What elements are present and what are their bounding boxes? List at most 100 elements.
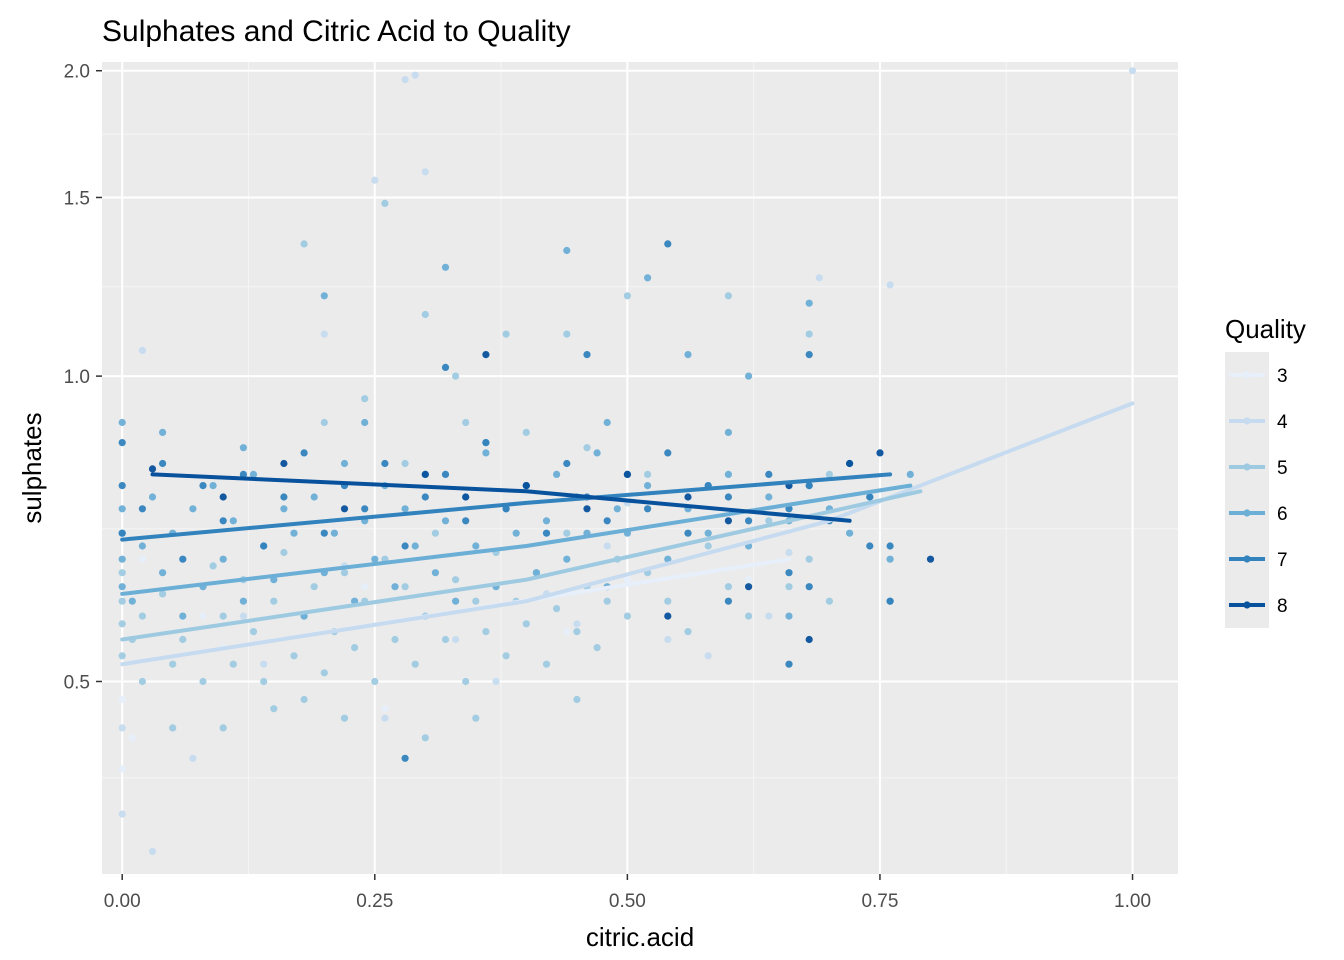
data-point (219, 724, 227, 732)
legend-title: Quality (1225, 314, 1306, 344)
data-point (886, 555, 894, 563)
data-point (603, 542, 611, 550)
data-point (138, 346, 146, 354)
data-point (704, 529, 712, 537)
y-tick-label: 1.5 (64, 188, 90, 209)
data-point (724, 292, 733, 300)
data-point (118, 620, 126, 628)
data-point (239, 612, 247, 620)
trend-line (120, 489, 923, 642)
data-point (138, 542, 146, 550)
x-tick-label: 0.75 (861, 891, 898, 912)
data-point (623, 612, 632, 620)
data-point (118, 555, 126, 563)
legend-key-point (1243, 371, 1251, 379)
data-point (159, 590, 167, 598)
data-point (462, 493, 470, 501)
legend-key-point (1243, 509, 1251, 517)
data-point (411, 71, 419, 79)
x-tick-label: 0.00 (104, 891, 141, 912)
data-point (785, 569, 793, 577)
data-point (441, 635, 450, 644)
data-point (704, 652, 712, 660)
data-point (401, 76, 409, 84)
data-point (593, 449, 601, 457)
data-point (148, 493, 157, 501)
data-point (239, 597, 247, 605)
data-point (765, 517, 773, 525)
data-point (583, 505, 591, 513)
legend-item: 3 (1225, 352, 1288, 398)
data-point (1128, 67, 1137, 75)
data-point (553, 605, 561, 613)
data-point (805, 635, 813, 644)
data-point (785, 505, 793, 513)
data-point (664, 555, 672, 563)
data-point (290, 652, 298, 660)
legend-label: 7 (1277, 550, 1288, 571)
data-point (209, 482, 217, 490)
data-point (381, 705, 389, 713)
x-tick-label: 1.00 (1114, 891, 1151, 912)
data-point (441, 263, 450, 271)
data-point (542, 529, 551, 537)
legend-item: 5 (1225, 444, 1288, 490)
data-point (441, 517, 450, 525)
data-point (553, 470, 561, 478)
data-point (472, 542, 480, 550)
data-point (876, 449, 884, 457)
data-point (118, 724, 126, 732)
data-point (300, 240, 308, 248)
data-point (593, 644, 601, 652)
data-point (179, 555, 187, 563)
y-tick-label: 0.5 (64, 672, 90, 693)
data-point (684, 628, 692, 636)
data-point (563, 459, 571, 468)
data-point (169, 660, 177, 668)
legend-label: 3 (1277, 366, 1288, 387)
data-point (421, 470, 429, 478)
data-point (745, 583, 753, 591)
data-point (532, 569, 541, 577)
data-point (421, 310, 429, 319)
data-point (340, 505, 349, 513)
data-point (401, 542, 409, 550)
data-point (573, 620, 581, 628)
data-point (886, 542, 894, 550)
data-point (260, 677, 268, 686)
data-point (118, 439, 126, 447)
data-point (249, 628, 258, 636)
data-point (361, 583, 369, 591)
data-point (785, 612, 793, 620)
data-point (320, 669, 328, 677)
data-point (138, 555, 146, 563)
data-point (866, 493, 874, 501)
trend-lines (120, 401, 1135, 667)
data-point (512, 529, 520, 537)
data-point (563, 246, 571, 255)
data-point (280, 459, 288, 468)
chart-title: Sulphates and Citric Acid to Quality (102, 15, 571, 48)
data-point (159, 569, 167, 577)
data-point (563, 330, 571, 338)
data-point (219, 517, 227, 525)
data-point (542, 660, 551, 668)
data-point (805, 555, 813, 563)
legend-label: 4 (1277, 412, 1288, 433)
data-point (391, 583, 399, 591)
trend-line (120, 472, 893, 542)
data-point (421, 734, 429, 742)
data-point (189, 505, 197, 513)
data-point (724, 517, 733, 525)
data-point (138, 505, 146, 513)
data-point (148, 465, 157, 473)
data-point (805, 351, 813, 359)
data-point (583, 351, 591, 359)
data-point (401, 459, 409, 468)
data-point (179, 612, 187, 620)
data-point (128, 734, 136, 742)
data-point (401, 583, 409, 591)
data-point (340, 714, 349, 722)
data-point (159, 459, 167, 468)
